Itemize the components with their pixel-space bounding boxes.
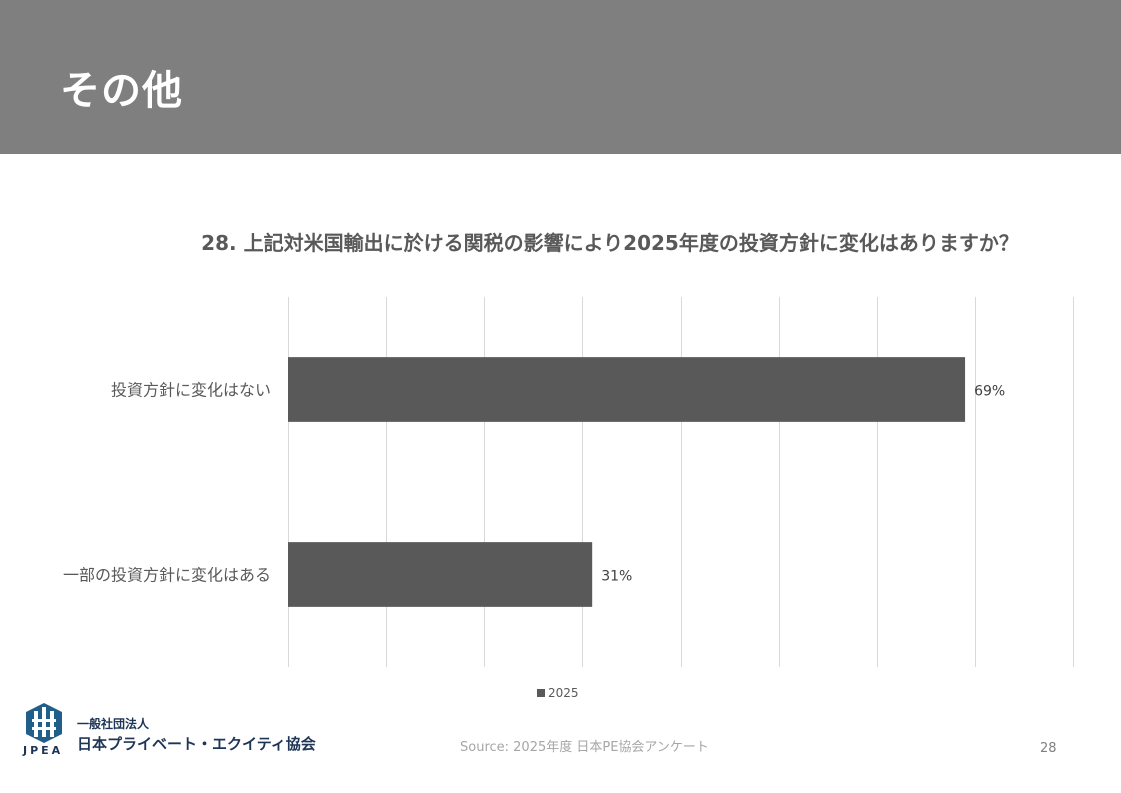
logo-line2: 日本プライベート・エクイティ協会	[77, 735, 316, 753]
category-label: 投資方針に変化はない	[111, 381, 271, 400]
legend-label: 2025	[548, 686, 579, 700]
page-number: 28	[1040, 741, 1057, 756]
chart-legend: 2025	[537, 686, 579, 700]
data-label: 31%	[601, 569, 632, 585]
bar	[288, 357, 966, 422]
legend-swatch	[537, 689, 545, 697]
logo-abbr: JPEA	[23, 744, 64, 757]
data-label: 69%	[974, 384, 1005, 400]
logo-line1: 一般社団法人	[77, 717, 150, 731]
source-note: Source: 2025年度 日本PE協会アンケート	[460, 740, 709, 755]
category-label: 一部の投資方針に変化はある	[63, 566, 271, 585]
jpea-logo-icon	[26, 703, 62, 743]
page-title: その他	[60, 68, 183, 114]
bar	[288, 542, 593, 607]
header-bar: その他	[0, 0, 1121, 154]
chart-title: 28. 上記対米国輸出に於ける関税の影響により2025年度の投資方針に変化はあり…	[201, 231, 1019, 255]
